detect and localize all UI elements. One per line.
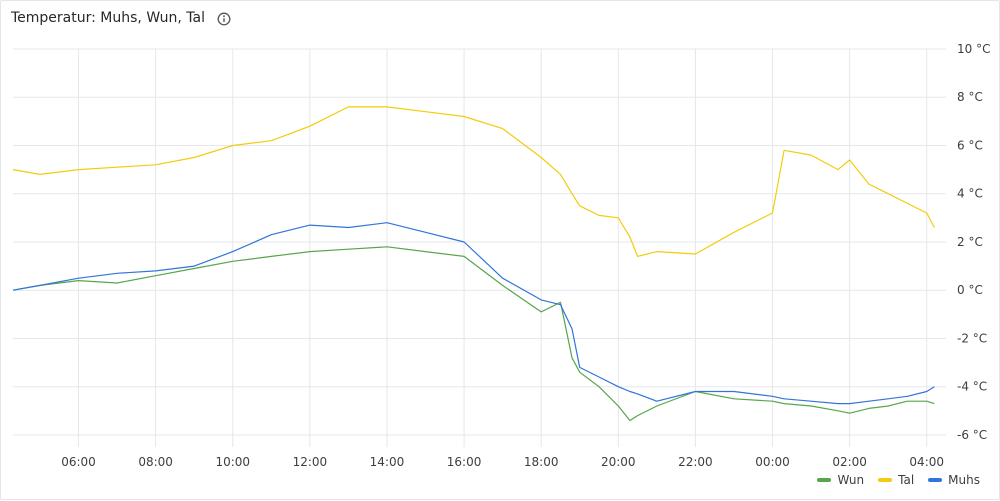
x-tick-label: 14:00 xyxy=(370,455,405,469)
x-tick-label: 10:00 xyxy=(215,455,250,469)
y-tick-label: 8 °C xyxy=(957,90,983,104)
legend-item-tal[interactable]: Tal xyxy=(878,473,914,487)
legend-label: Muhs xyxy=(948,473,980,487)
y-tick-label: 10 °C xyxy=(957,42,990,56)
panel-title: Temperatur: Muhs, Wun, Tal xyxy=(11,10,206,26)
x-tick-label: 18:00 xyxy=(524,455,559,469)
x-tick-label: 02:00 xyxy=(832,455,867,469)
x-tick-label: 20:00 xyxy=(601,455,636,469)
legend-item-muhs[interactable]: Muhs xyxy=(928,473,980,487)
x-tick-label: 12:00 xyxy=(293,455,328,469)
series-line-muhs xyxy=(12,222,935,405)
y-tick-label: 6 °C xyxy=(957,138,983,152)
x-tick-label: 04:00 xyxy=(909,455,944,469)
info-circle-icon[interactable] xyxy=(217,11,231,26)
legend-swatch xyxy=(928,478,943,482)
y-tick-label: 4 °C xyxy=(957,187,983,201)
y-tick-label: -2 °C xyxy=(957,331,987,345)
x-tick-label: 22:00 xyxy=(678,455,713,469)
x-tick-label: 08:00 xyxy=(138,455,173,469)
x-tick-label: 06:00 xyxy=(61,455,96,469)
y-tick-label: 2 °C xyxy=(957,235,983,249)
legend-swatch xyxy=(817,478,832,482)
x-tick-label: 16:00 xyxy=(447,455,482,469)
panel-header: Temperatur: Muhs, Wun, Tal xyxy=(11,8,231,28)
y-tick-label: 0 °C xyxy=(957,283,983,297)
x-tick-label: 00:00 xyxy=(755,455,790,469)
chart-legend: Wun Tal Muhs xyxy=(817,473,980,487)
series-line-wun xyxy=(12,246,935,422)
series-line-tal xyxy=(12,106,935,257)
y-tick-label: -6 °C xyxy=(957,428,987,442)
legend-label: Wun xyxy=(837,473,865,487)
legend-label: Tal xyxy=(898,473,915,487)
y-tick-label: -4 °C xyxy=(957,380,987,394)
legend-item-wun[interactable]: Wun xyxy=(817,473,864,487)
legend-swatch xyxy=(878,478,893,482)
